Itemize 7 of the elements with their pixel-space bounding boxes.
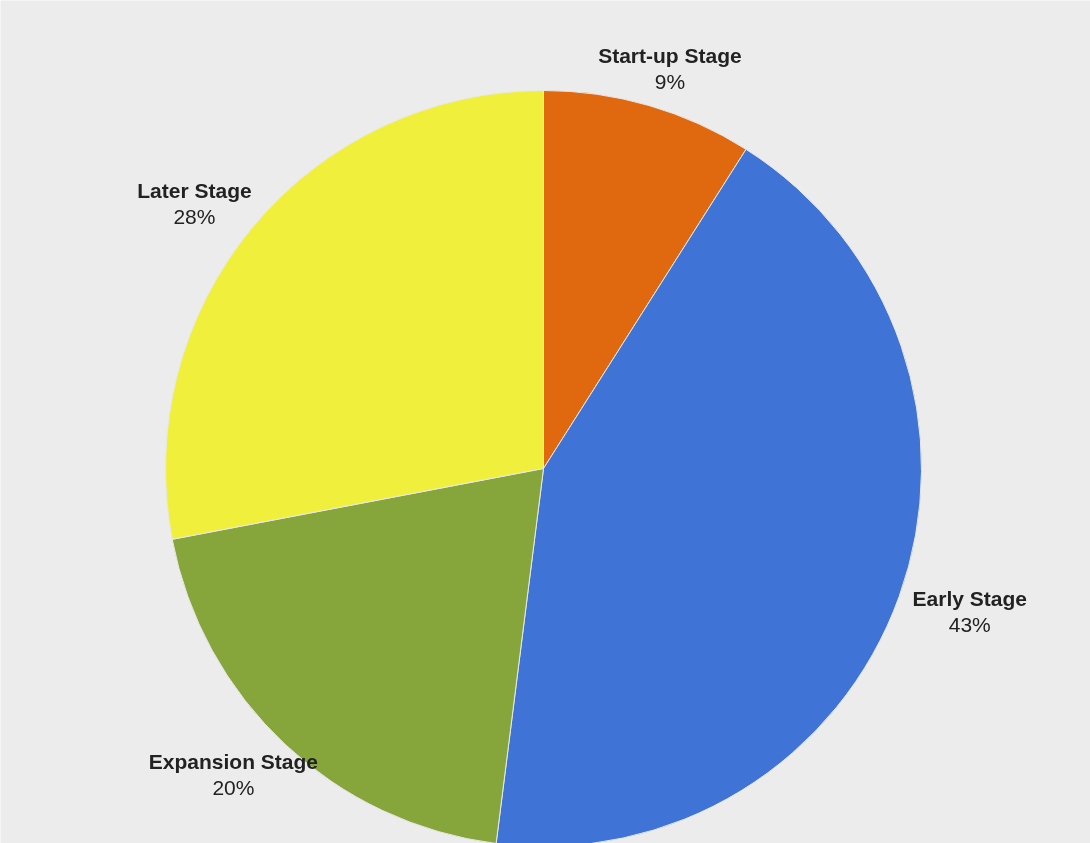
data-label: 20% bbox=[212, 775, 255, 799]
data-label: 28% bbox=[173, 204, 216, 228]
slice-label: Start-up Stage bbox=[598, 43, 742, 67]
data-label: 9% bbox=[654, 69, 686, 93]
slice-label: Early Stage bbox=[912, 586, 1027, 610]
slice-label: Later Stage bbox=[137, 178, 252, 202]
data-label: 43% bbox=[948, 612, 991, 636]
